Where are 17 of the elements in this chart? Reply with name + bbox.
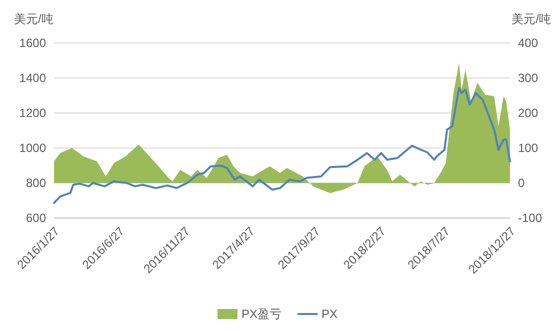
- y-axis-title: 美元/吨: [14, 12, 54, 26]
- y-tick-label: 1200: [19, 106, 46, 120]
- legend-label: PX: [322, 307, 338, 322]
- y2-tick-label: 300: [518, 71, 538, 86]
- y2-tick-label: 0: [518, 176, 525, 190]
- legend-label: PX盈亏: [242, 307, 282, 322]
- y2-tick-label: 200: [518, 106, 538, 120]
- y-tick-label: 800: [26, 176, 46, 190]
- y-tick-label: 1600: [19, 36, 46, 50]
- y2-tick-label: 400: [518, 36, 538, 50]
- y2-axis-title: 美元/吨: [512, 12, 551, 26]
- y2-tick-label: -100: [518, 211, 542, 226]
- y-tick-label: 1000: [19, 141, 46, 156]
- y-tick-label: 1400: [19, 71, 46, 86]
- y2-tick-label: 100: [518, 141, 538, 156]
- y-tick-label: 600: [26, 211, 46, 226]
- line-series: [53, 86, 511, 204]
